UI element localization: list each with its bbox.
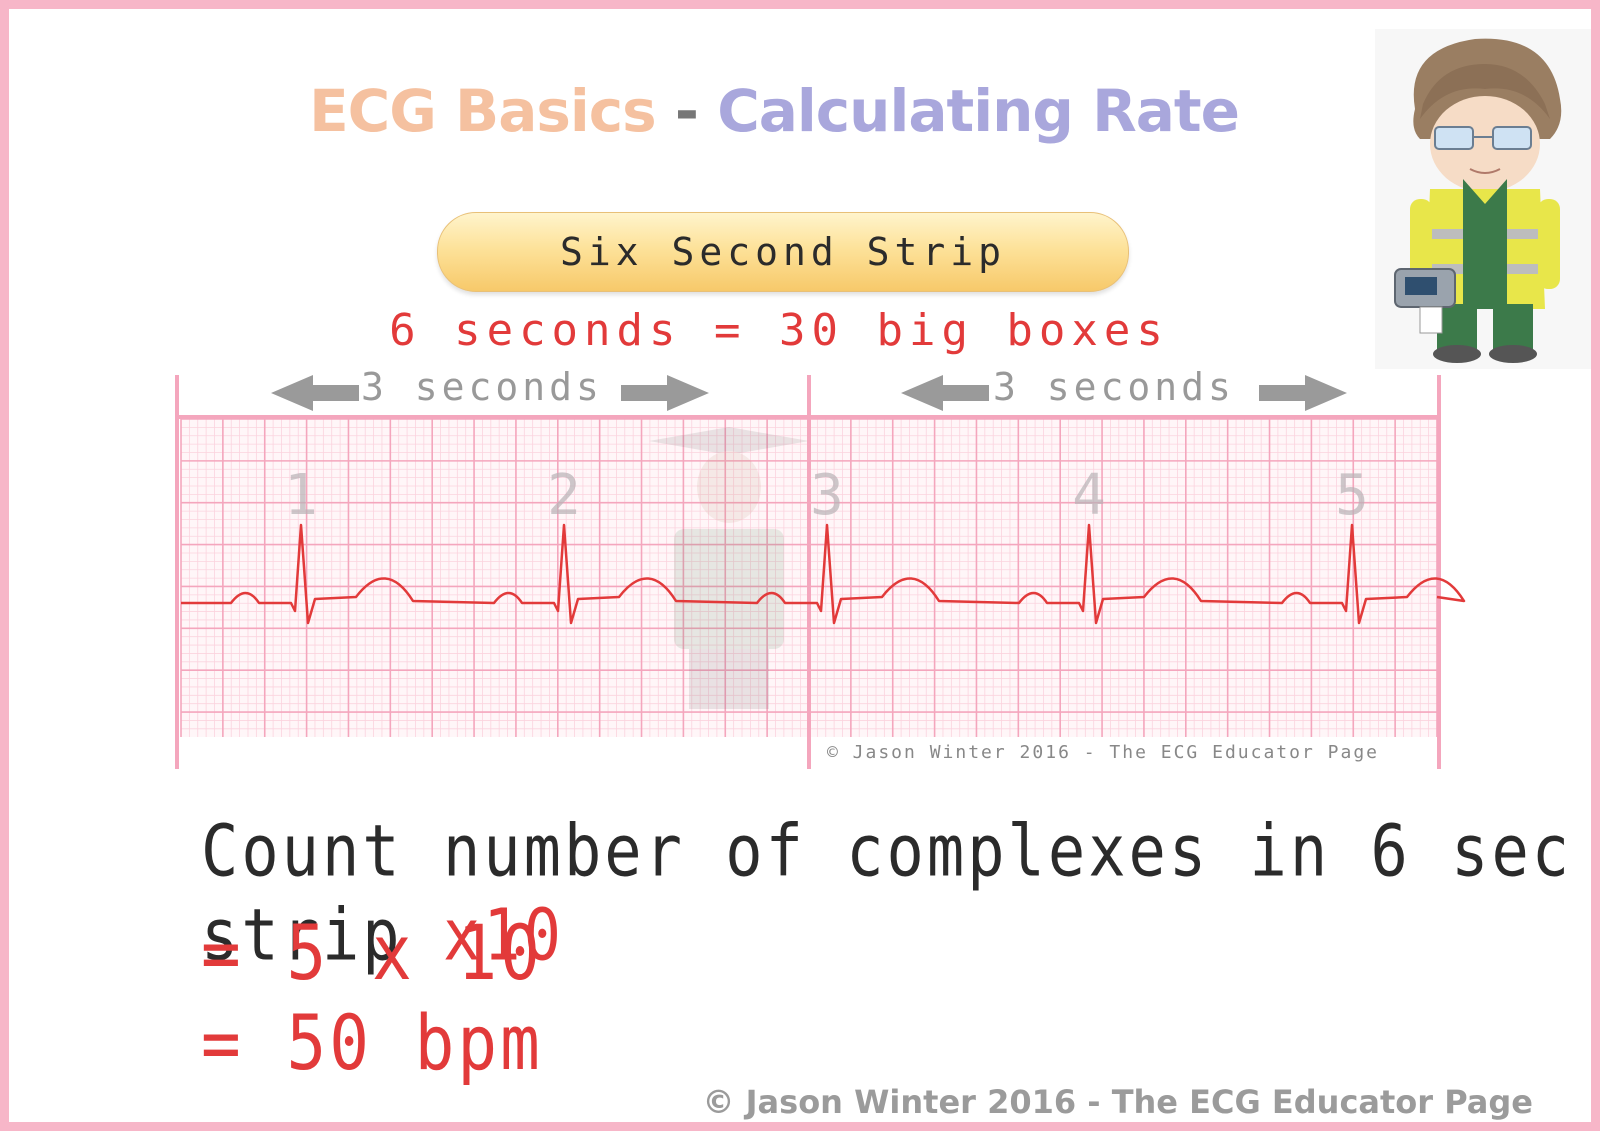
instruction-text: Count number of complexes in 6 sec strip bbox=[201, 809, 1573, 977]
calculation-line: = 5 x 10 bbox=[201, 909, 543, 998]
title-separator: - bbox=[674, 77, 699, 145]
complex-numbers: 1 2 3 4 5 bbox=[284, 463, 1369, 528]
instruction-multiplier: x10 bbox=[442, 892, 564, 977]
complex-number-5: 5 bbox=[1335, 463, 1369, 528]
ecg-strip: 1 2 3 4 5 bbox=[175, 375, 1466, 769]
complex-number-3: 3 bbox=[810, 463, 844, 528]
strip-copyright: © Jason Winter 2016 - The ECG Educator P… bbox=[827, 742, 1379, 763]
three-seconds-arrows bbox=[271, 375, 1347, 411]
section-markers bbox=[175, 375, 1441, 769]
right-three-seconds-label: 3 seconds bbox=[993, 365, 1235, 409]
title-part2: Calculating Rate bbox=[717, 77, 1240, 145]
page-title: ECG Basics - Calculating Rate bbox=[9, 77, 1539, 145]
complex-number-4: 4 bbox=[1072, 463, 1106, 528]
result-line: = 50 bpm bbox=[201, 999, 543, 1088]
footer-copyright: © Jason Winter 2016 - The ECG Educator P… bbox=[702, 1083, 1534, 1121]
complex-number-1: 1 bbox=[284, 463, 318, 528]
title-part1: ECG Basics bbox=[309, 77, 657, 145]
paramedic-character-icon bbox=[1375, 29, 1591, 369]
instruction-line: Count number of complexes in 6 sec strip… bbox=[201, 809, 1591, 977]
complex-number-2: 2 bbox=[547, 463, 581, 528]
watermark-graduate-icon bbox=[649, 427, 809, 709]
boxes-subtitle: 6 seconds = 30 big boxes bbox=[389, 305, 1169, 356]
ecg-trace bbox=[181, 523, 1466, 625]
six-second-strip-banner: Six Second Strip bbox=[437, 212, 1129, 292]
left-three-seconds-label: 3 seconds bbox=[361, 365, 603, 409]
